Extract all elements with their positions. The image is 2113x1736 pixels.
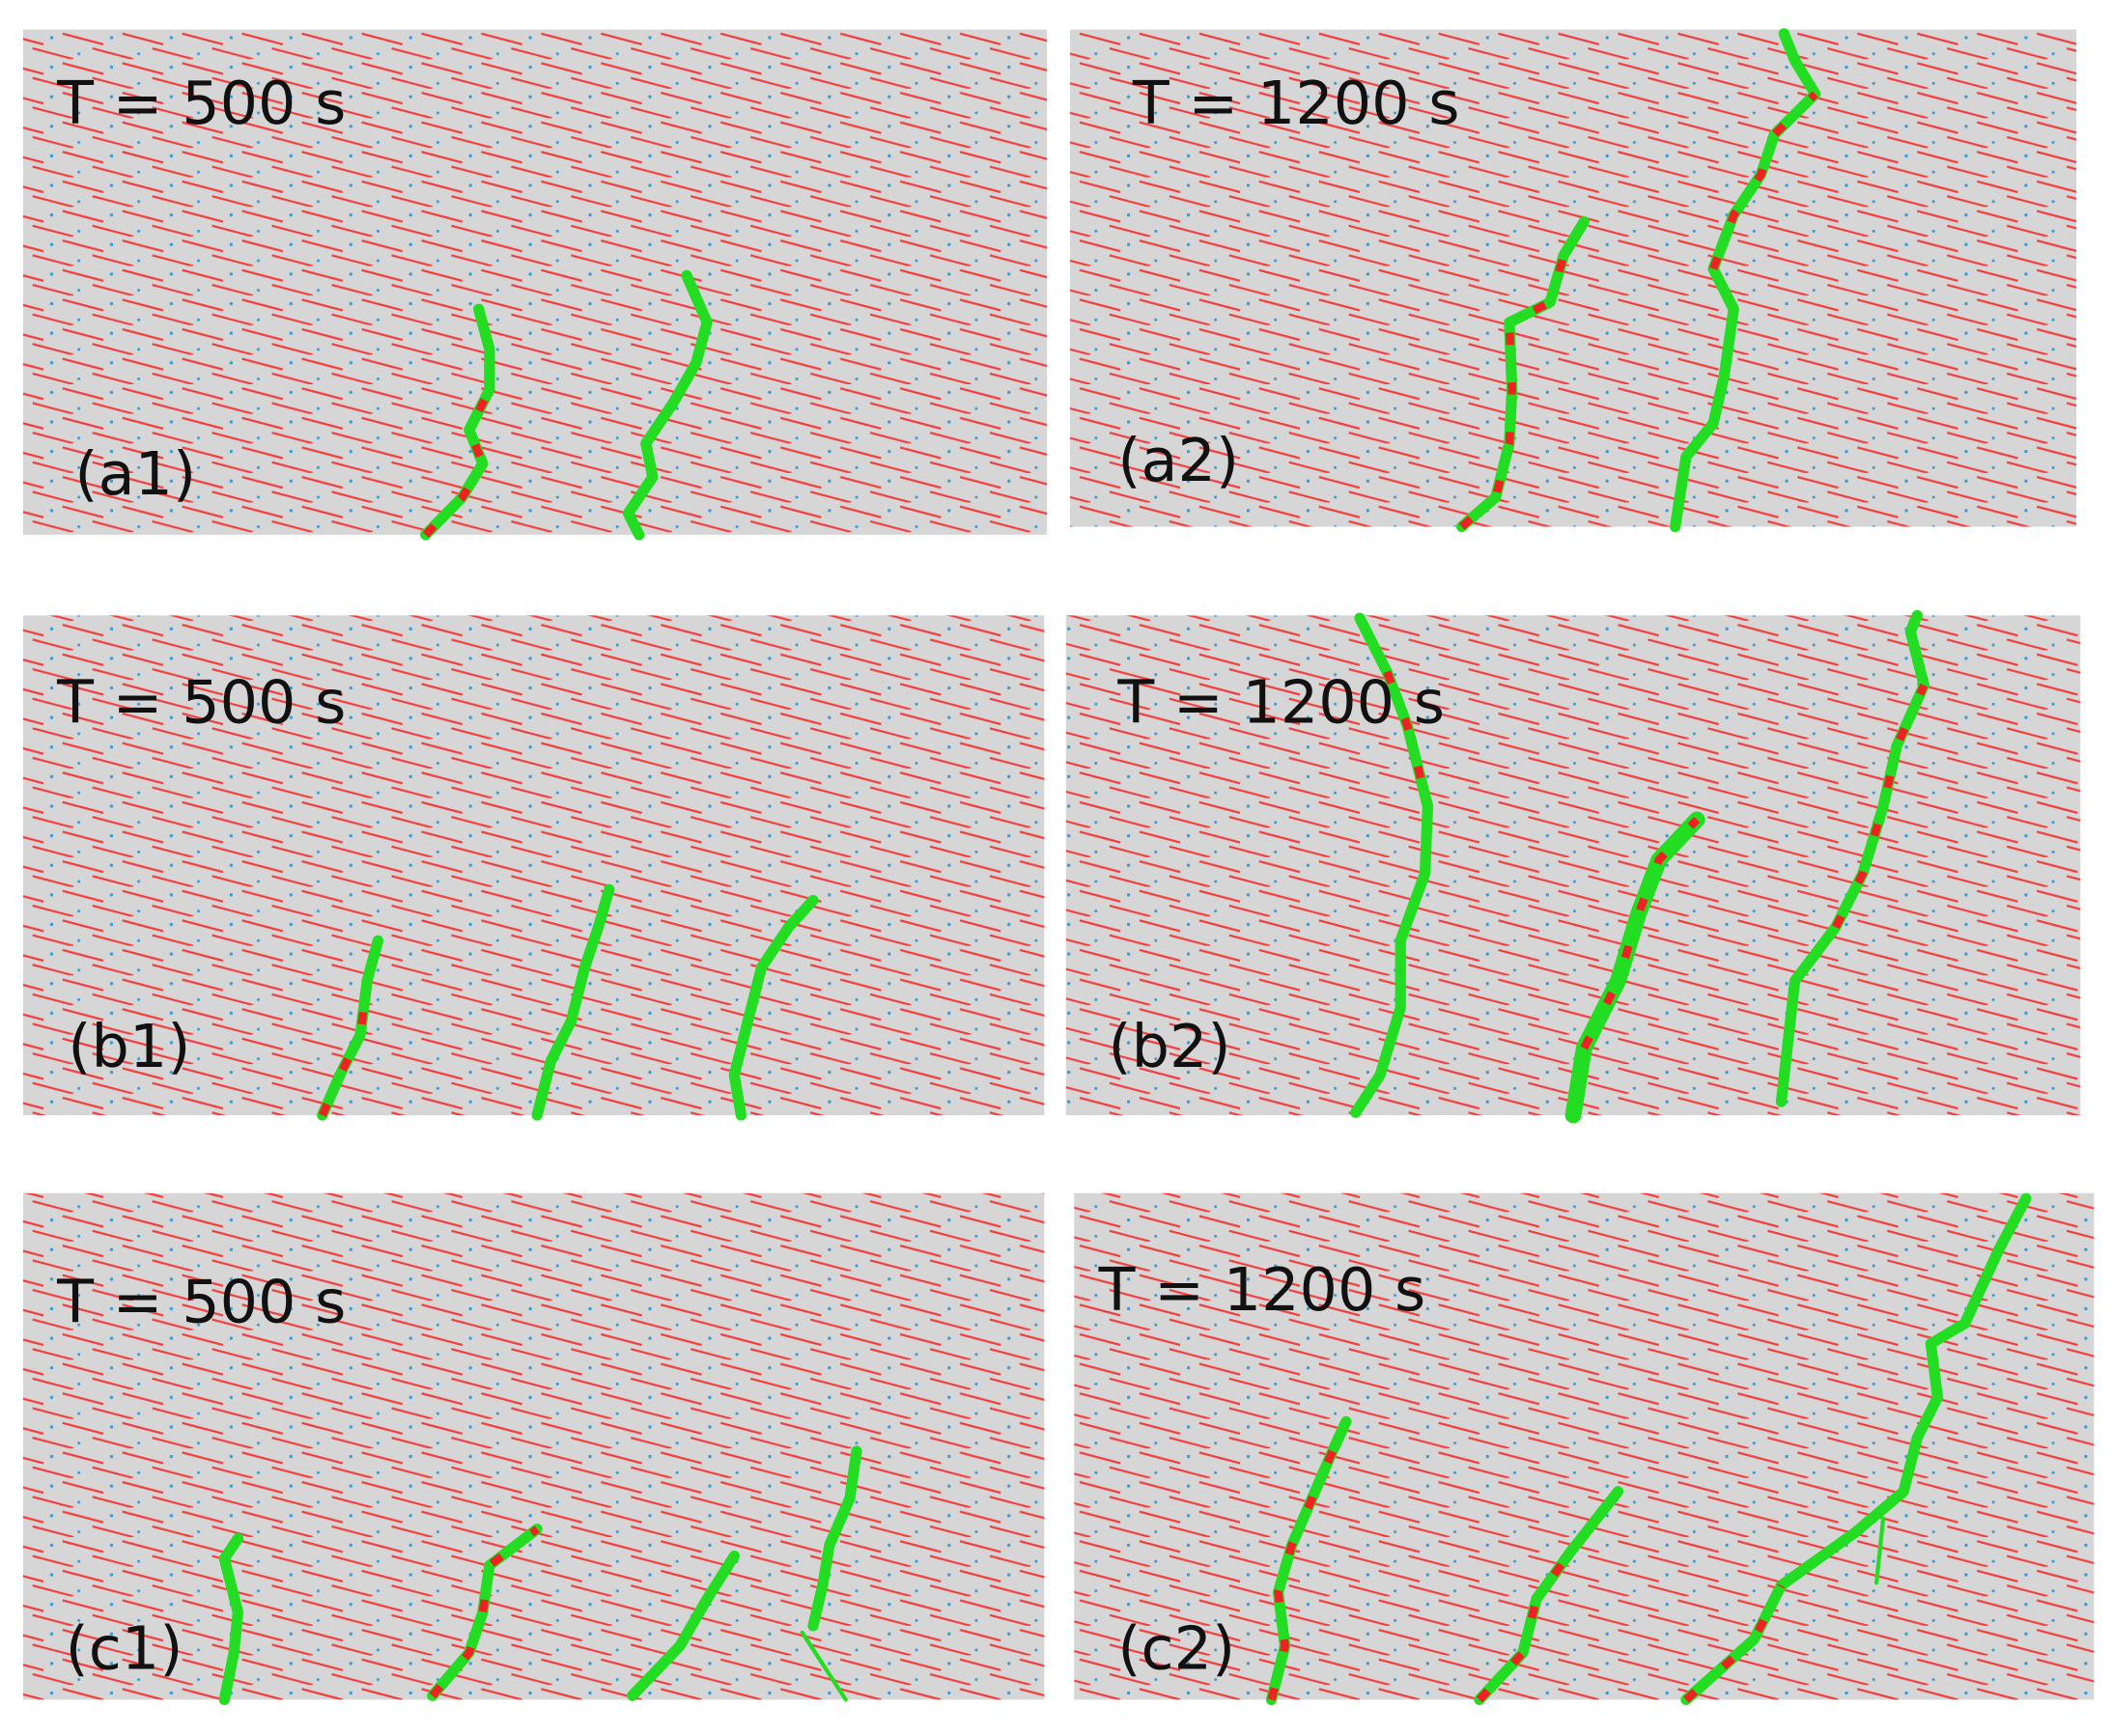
panel-label: (a1) [74, 439, 196, 509]
crack [807, 1445, 862, 1632]
crack-red [1709, 91, 1818, 270]
crack [627, 1550, 740, 1701]
crack [622, 269, 713, 541]
crack [427, 1524, 543, 1701]
crack [1350, 612, 1434, 1118]
time-label: T = 1200 s [1132, 69, 1460, 138]
panel-label: (c2) [1117, 1614, 1235, 1684]
crack [1669, 28, 1821, 533]
time-label: T = 500 s [56, 69, 346, 138]
time-label: T = 1200 s [1116, 668, 1445, 738]
crack [728, 894, 819, 1121]
crack [317, 935, 384, 1121]
panel-label: (b1) [68, 1012, 190, 1081]
crack [1775, 609, 1930, 1107]
crack [800, 1630, 848, 1702]
crack-opening [318, 91, 1929, 1703]
time-label: T = 1200 s [1098, 1255, 1426, 1325]
time-label: T = 500 s [56, 1268, 346, 1337]
panel-b1 [22, 615, 1045, 1116]
panel-label: (a2) [1117, 427, 1239, 496]
crack [218, 1532, 244, 1705]
panel-label: (b2) [1109, 1012, 1231, 1081]
crack [1874, 1516, 1886, 1585]
crack [1680, 1192, 2032, 1705]
crack [531, 883, 615, 1121]
panel-b2 [1065, 615, 2081, 1116]
panel-c1 [22, 1192, 1045, 1700]
panel-a2 [1070, 29, 2076, 527]
crack [1474, 1486, 1624, 1705]
crack-red [1458, 254, 1568, 530]
panel-label: (c1) [66, 1614, 183, 1684]
crack-red [1383, 670, 1432, 807]
panel-c2 [1074, 1192, 2095, 1700]
crack-red [1580, 817, 1701, 1050]
time-label: T = 500 s [56, 668, 346, 738]
panel-a1 [22, 29, 1048, 535]
